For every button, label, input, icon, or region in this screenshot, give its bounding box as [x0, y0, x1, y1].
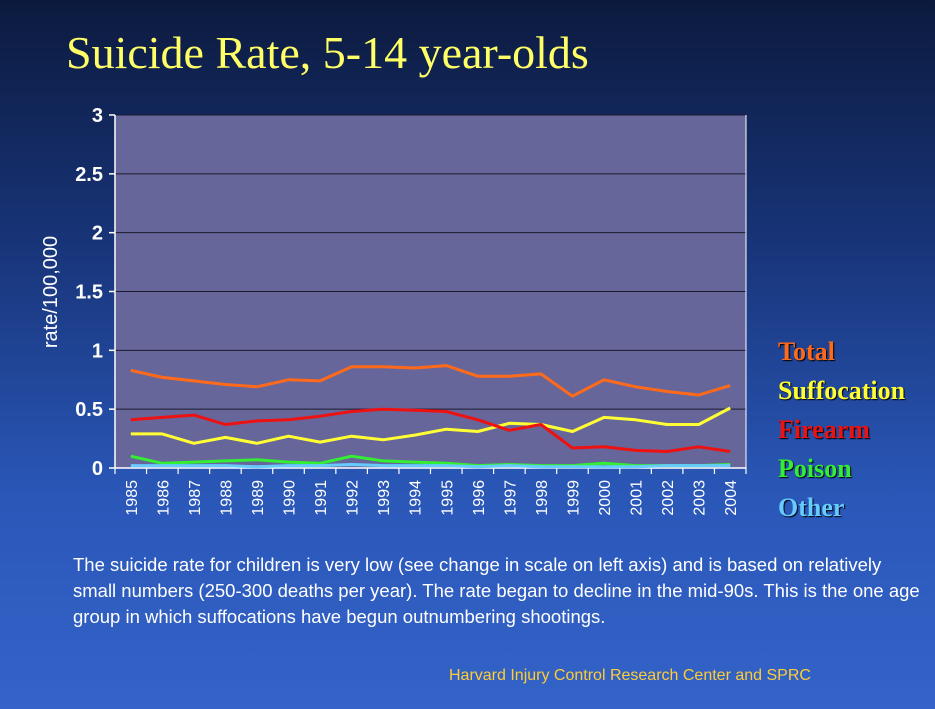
x-tick-label: 2002: [660, 480, 677, 516]
axes: [109, 114, 747, 474]
x-tick-label: 1997: [502, 480, 519, 516]
series-line-firearm: [130, 407, 731, 453]
caption-text: The suicide rate for children is very lo…: [73, 554, 920, 627]
series-line-poison: [130, 454, 731, 468]
y-tick-label: 1: [92, 340, 103, 362]
x-tick-label: 1989: [250, 480, 267, 516]
x-tick-label: 1991: [313, 480, 330, 516]
x-tick-label: 1985: [124, 480, 141, 516]
x-tick-label: 1992: [345, 480, 362, 516]
legend-item-suffocation: Suffocation: [778, 376, 906, 405]
legend: Total Suffocation Firearm Poison Other: [778, 336, 905, 531]
gridlines: [115, 114, 746, 410]
y-axis-label: rate/100,000: [40, 236, 62, 348]
y-tick-label: 0.5: [75, 399, 103, 421]
x-tick-label: 1986: [155, 480, 172, 516]
legend-item-other: Other: [778, 493, 845, 522]
legend-item-firearm: Firearm: [778, 415, 870, 444]
x-tick-label: 1995: [439, 480, 456, 516]
x-tick-label: 1990: [282, 480, 299, 516]
x-tick-label: 2004: [723, 480, 740, 516]
x-tick-label: 1993: [376, 480, 393, 516]
series-lines: [130, 364, 731, 469]
y-tick-label: 2: [92, 223, 103, 245]
x-tick-label: 2001: [629, 480, 646, 516]
series-line-total: [130, 364, 731, 398]
legend-item-poison: Poison: [778, 454, 852, 483]
x-tick-label: 2000: [597, 480, 614, 516]
x-tick-label: 1996: [471, 480, 488, 516]
x-tick-label: 1999: [565, 480, 582, 516]
series-line-suffocation: [130, 406, 731, 445]
y-tick-labels: 0 0.5 1 1.5 2 2.5 3: [75, 105, 103, 480]
y-tick-label: 2.5: [75, 164, 103, 186]
x-tick-label: 1987: [187, 480, 204, 516]
source-credit: Harvard Injury Control Research Center a…: [449, 667, 811, 684]
x-tick-label: 1994: [408, 480, 425, 516]
y-tick-label: 3: [92, 105, 103, 127]
y-tick-label: 1.5: [75, 282, 103, 304]
series-line-other: [130, 463, 731, 469]
slide-title: Suicide Rate, 5-14 year-olds: [66, 27, 589, 78]
x-tick-labels: 1985 1986 1987 1988 1989 1990 1991 1992 1993 1994…: [124, 480, 740, 516]
x-tick-label: 1988: [218, 480, 235, 516]
legend-item-total: Total: [778, 337, 835, 366]
x-tick-label: 2003: [692, 480, 709, 516]
y-tick-label: 0: [92, 458, 103, 480]
x-tick-label: 1998: [534, 480, 551, 516]
